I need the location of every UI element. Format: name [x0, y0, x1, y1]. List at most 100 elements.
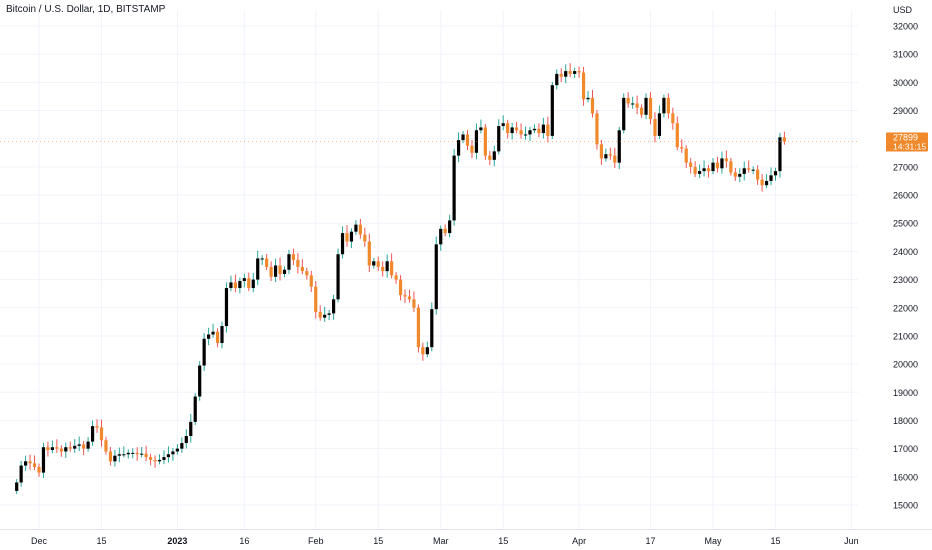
candle-body[interactable]	[207, 334, 211, 339]
candle-body[interactable]	[702, 168, 706, 172]
candle-body[interactable]	[50, 447, 54, 451]
candle-body[interactable]	[189, 421, 193, 436]
candle-body[interactable]	[564, 71, 568, 77]
candle-body[interactable]	[287, 254, 291, 270]
candle-body[interactable]	[515, 127, 519, 131]
candle-body[interactable]	[19, 465, 23, 483]
candle-body[interactable]	[269, 266, 273, 277]
candle-body[interactable]	[523, 134, 528, 136]
candle-body[interactable]	[635, 103, 639, 108]
candle-body[interactable]	[733, 172, 737, 177]
candle-body[interactable]	[305, 271, 309, 276]
candle-body[interactable]	[180, 443, 184, 449]
candle-body[interactable]	[282, 269, 287, 274]
candle-body[interactable]	[479, 127, 483, 131]
candle-body[interactable]	[675, 123, 679, 148]
candle-body[interactable]	[769, 175, 773, 181]
candle-body[interactable]	[729, 161, 733, 173]
candle-body[interactable]	[622, 97, 626, 131]
candle-body[interactable]	[184, 435, 188, 444]
candle-body[interactable]	[671, 113, 675, 124]
candle-body[interactable]	[126, 452, 130, 455]
candle-body[interactable]	[456, 140, 461, 156]
candle-body[interactable]	[256, 258, 260, 280]
candle-body[interactable]	[639, 107, 644, 115]
candle-body[interactable]	[68, 447, 72, 449]
candle-body[interactable]	[376, 261, 380, 267]
candle-body[interactable]	[443, 228, 447, 234]
candle-body[interactable]	[273, 265, 278, 277]
candle-body[interactable]	[363, 234, 367, 242]
candle-body[interactable]	[590, 97, 595, 114]
candle-body[interactable]	[720, 158, 724, 169]
candle-body[interactable]	[175, 448, 179, 452]
candle-body[interactable]	[738, 173, 742, 177]
candle-body[interactable]	[698, 171, 702, 174]
candle-body[interactable]	[555, 73, 559, 86]
candle-body[interactable]	[211, 331, 215, 335]
candle-body[interactable]	[15, 482, 19, 491]
candle-body[interactable]	[604, 154, 608, 159]
candle-body[interactable]	[157, 459, 162, 462]
candle-body[interactable]	[233, 282, 237, 289]
candle-body[interactable]	[412, 299, 416, 308]
candle-body[interactable]	[398, 279, 403, 296]
candle-body[interactable]	[501, 123, 505, 127]
candle-body[interactable]	[113, 455, 117, 462]
candle-body[interactable]	[372, 261, 376, 266]
candle-body[interactable]	[202, 338, 206, 366]
candle-body[interactable]	[340, 233, 345, 255]
candle-body[interactable]	[470, 145, 474, 153]
candle-body[interactable]	[73, 445, 77, 449]
candle-body[interactable]	[724, 158, 728, 162]
candle-body[interactable]	[631, 103, 635, 105]
candle-body[interactable]	[689, 162, 693, 167]
candle-body[interactable]	[82, 444, 86, 449]
candle-body[interactable]	[327, 313, 331, 315]
candle-body[interactable]	[394, 275, 398, 280]
candle-body[interactable]	[162, 457, 166, 460]
candle-body[interactable]	[104, 440, 108, 452]
candle-body[interactable]	[528, 130, 532, 135]
candle-body[interactable]	[265, 258, 269, 267]
candle-body[interactable]	[291, 254, 296, 260]
candle-body[interactable]	[385, 261, 389, 272]
candle-body[interactable]	[300, 266, 304, 272]
candle-body[interactable]	[434, 244, 438, 310]
candle-body[interactable]	[215, 331, 220, 343]
candle-body[interactable]	[756, 169, 760, 180]
candle-body[interactable]	[706, 168, 711, 172]
candle-body[interactable]	[148, 457, 153, 460]
candle-body[interactable]	[519, 130, 523, 135]
candle-body[interactable]	[421, 347, 425, 355]
candle-body[interactable]	[37, 466, 41, 473]
candle-body[interactable]	[666, 97, 670, 114]
candle-body[interactable]	[238, 280, 242, 289]
candle-body[interactable]	[193, 396, 197, 422]
candle-body[interactable]	[345, 233, 349, 242]
candle-body[interactable]	[595, 113, 599, 145]
candle-body[interactable]	[331, 299, 336, 314]
candle-body[interactable]	[684, 148, 688, 163]
candle-body[interactable]	[381, 266, 385, 272]
candle-body[interactable]	[747, 168, 751, 170]
candle-body[interactable]	[229, 282, 233, 289]
candle-body[interactable]	[693, 166, 697, 174]
candle-body[interactable]	[135, 452, 139, 455]
candle-body[interactable]	[367, 241, 371, 266]
candle-body[interactable]	[140, 453, 144, 455]
candle-body[interactable]	[773, 171, 778, 176]
candle-body[interactable]	[452, 155, 456, 221]
candle-body[interactable]	[715, 162, 720, 169]
candle-body[interactable]	[318, 311, 322, 318]
candle-body[interactable]	[764, 180, 769, 186]
candle-body[interactable]	[278, 265, 282, 274]
candle-body[interactable]	[296, 259, 300, 267]
candle-body[interactable]	[778, 137, 782, 172]
candle-body[interactable]	[390, 261, 394, 276]
candle-body[interactable]	[108, 451, 113, 462]
candle-body[interactable]	[680, 147, 684, 149]
candle-body[interactable]	[251, 279, 255, 289]
candle-body[interactable]	[653, 118, 657, 136]
candle-body[interactable]	[581, 72, 586, 100]
